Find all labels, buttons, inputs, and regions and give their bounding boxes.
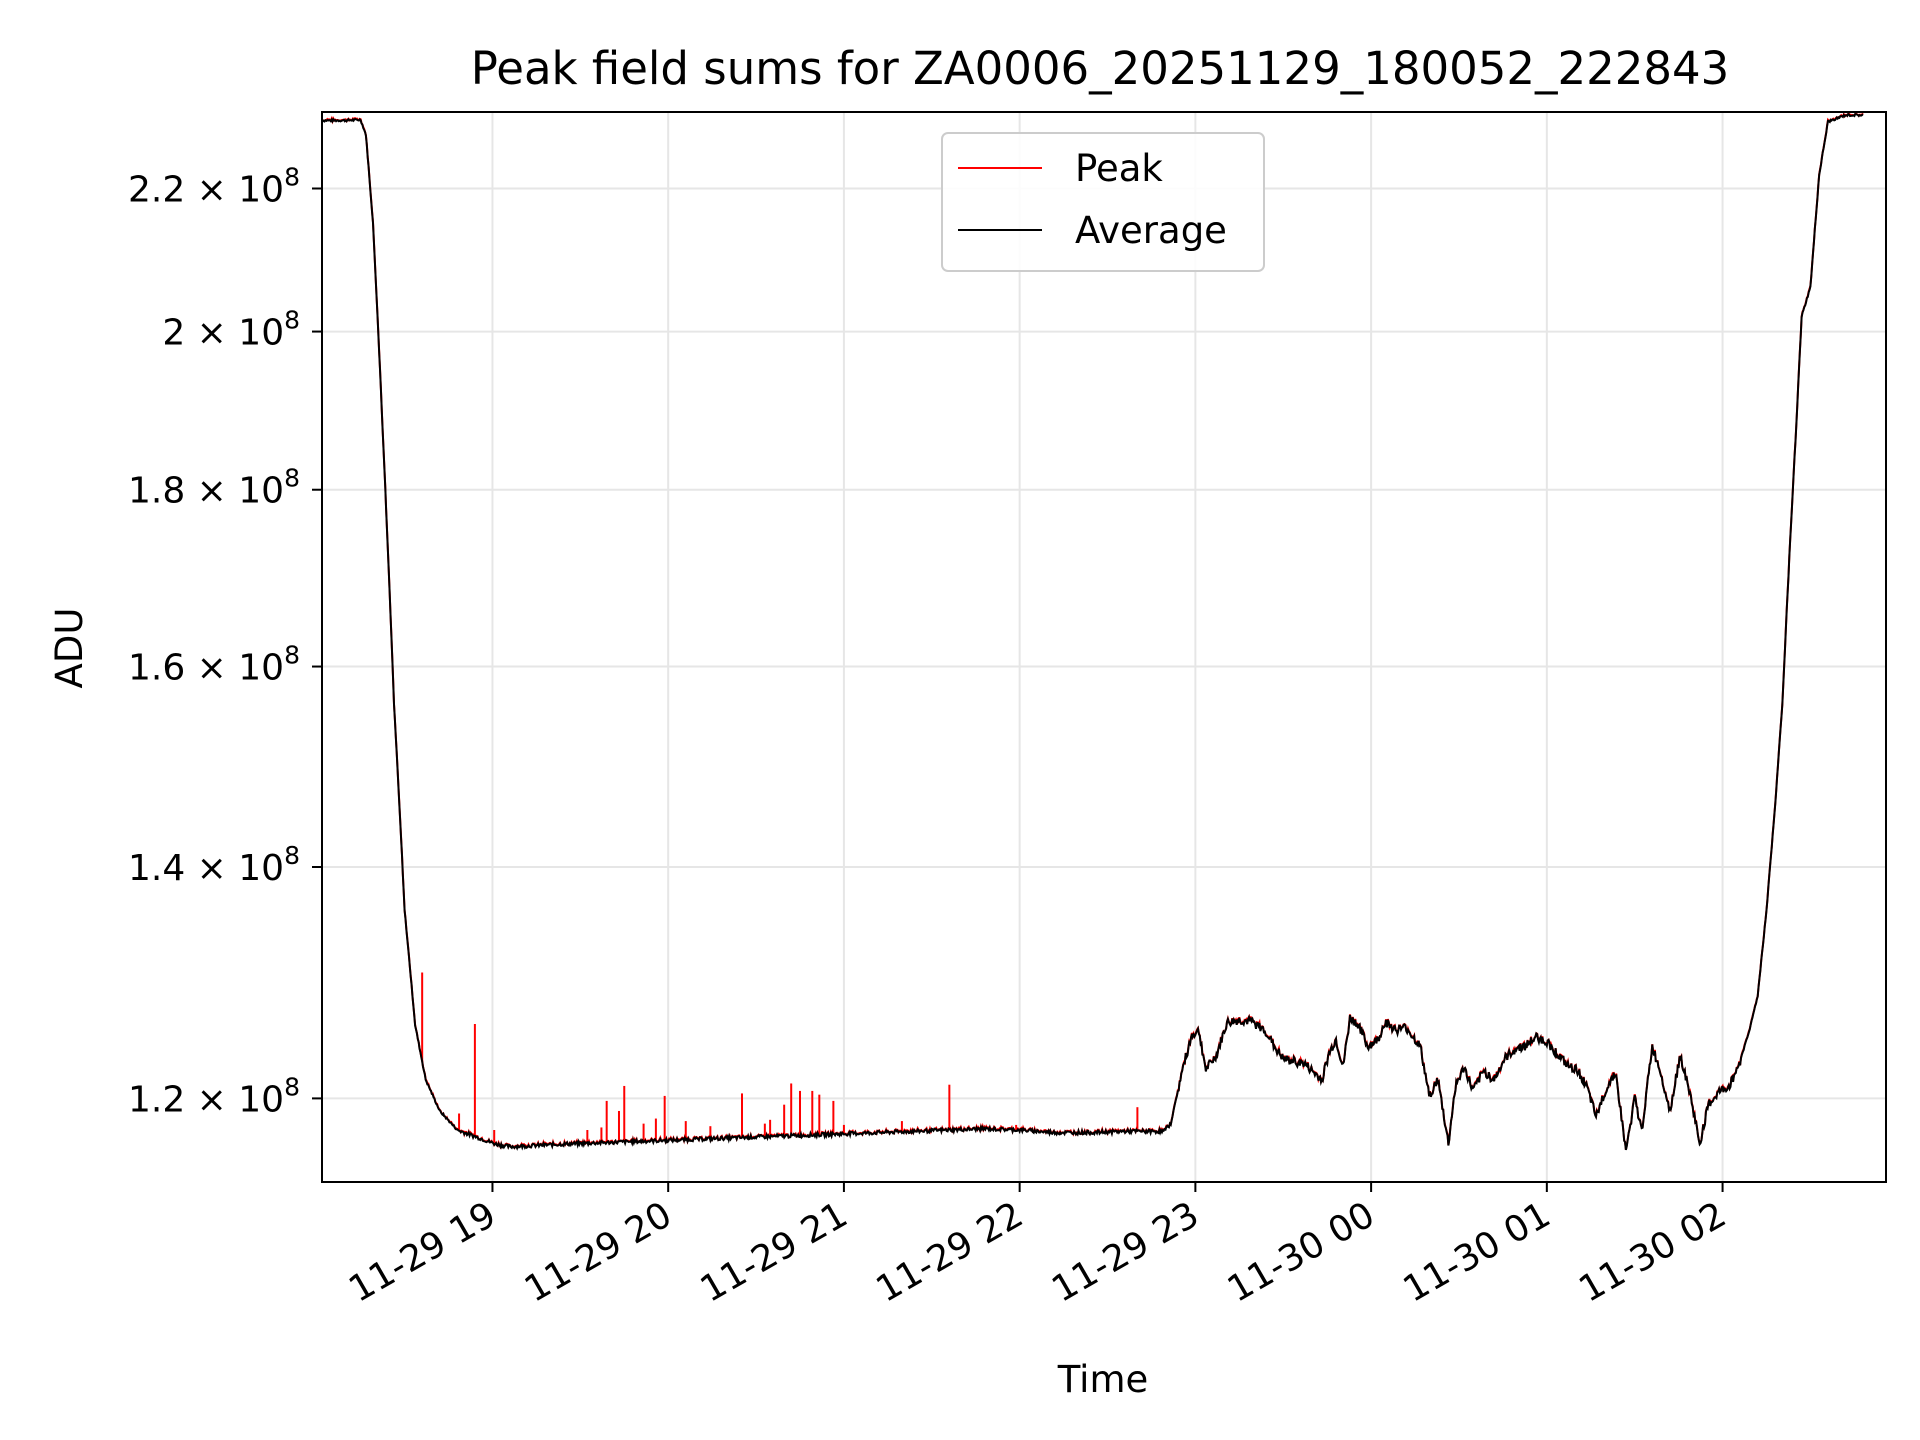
y-tick-label: 1.4 × 108 [128, 841, 300, 889]
y-axis-label: ADU [48, 608, 91, 689]
series [322, 112, 1864, 1151]
legend: Peak Average [941, 132, 1265, 272]
plot-frame [321, 111, 1887, 1183]
series-average-line [322, 112, 1864, 1151]
x-axis-label: Time [1057, 1358, 1149, 1401]
y-tick-label: 1.6 × 108 [128, 641, 300, 689]
y-tick-label: 2.2 × 108 [128, 162, 300, 210]
y-tick-label: 2 × 108 [162, 306, 300, 354]
y-tick-label: 1.2 × 108 [128, 1072, 300, 1120]
y-axis: 1.2 × 108 1.4 × 108 1.6 × 108 1.8 × 108 2 × … [128, 162, 322, 1120]
legend-average-label: Average [1075, 209, 1227, 252]
y-tick-label: 1.8 × 108 [128, 464, 300, 512]
legend-peak-label: Peak [1075, 147, 1163, 190]
chart-title: Peak field sums for ZA0006_20251129_1800… [471, 42, 1730, 95]
